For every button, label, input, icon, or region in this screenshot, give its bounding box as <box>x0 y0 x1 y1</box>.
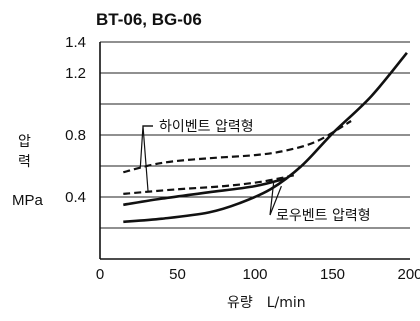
leader-line-low-vent <box>269 183 275 216</box>
x-tick-label: 0 <box>96 266 104 283</box>
y-axis-unit: MPa <box>12 192 44 209</box>
y-axis-label-1: 압 <box>18 134 31 150</box>
plot-frame <box>99 42 410 260</box>
leader-line-high-vent <box>142 125 153 193</box>
annotation-high-vent: 하이벤트 압력형 <box>159 119 254 135</box>
y-tick-label: 0.8 <box>65 127 86 144</box>
y-tick-label: 1.4 <box>65 34 86 51</box>
tick-labels: 0 50 100 150 200 0.4 0.8 1.2 1.4 <box>65 34 420 283</box>
series-line-low_lower <box>123 51 408 224</box>
series-group <box>123 51 408 224</box>
series-line-low_upper <box>123 177 287 207</box>
x-tick-label: 200 <box>397 266 420 283</box>
x-tick-label: 100 <box>242 266 267 283</box>
leader-line-low-vent <box>269 185 282 216</box>
y-tick-label: 0.4 <box>65 189 86 206</box>
x-axis-label: 유량 L/min <box>227 295 306 311</box>
annotation-low-vent: 로우벤트 압력형 <box>276 208 371 224</box>
leader-line-high-vent <box>139 125 153 168</box>
x-tick-label: 150 <box>320 266 345 283</box>
y-axis-label-2: 력 <box>18 154 31 170</box>
series-line-high_lower <box>123 174 295 195</box>
series-line-high_upper <box>123 120 352 174</box>
y-tick-label: 1.2 <box>65 65 86 82</box>
chart-title: BT-06, BG-06 <box>96 10 202 29</box>
x-tick-label: 50 <box>169 266 186 283</box>
